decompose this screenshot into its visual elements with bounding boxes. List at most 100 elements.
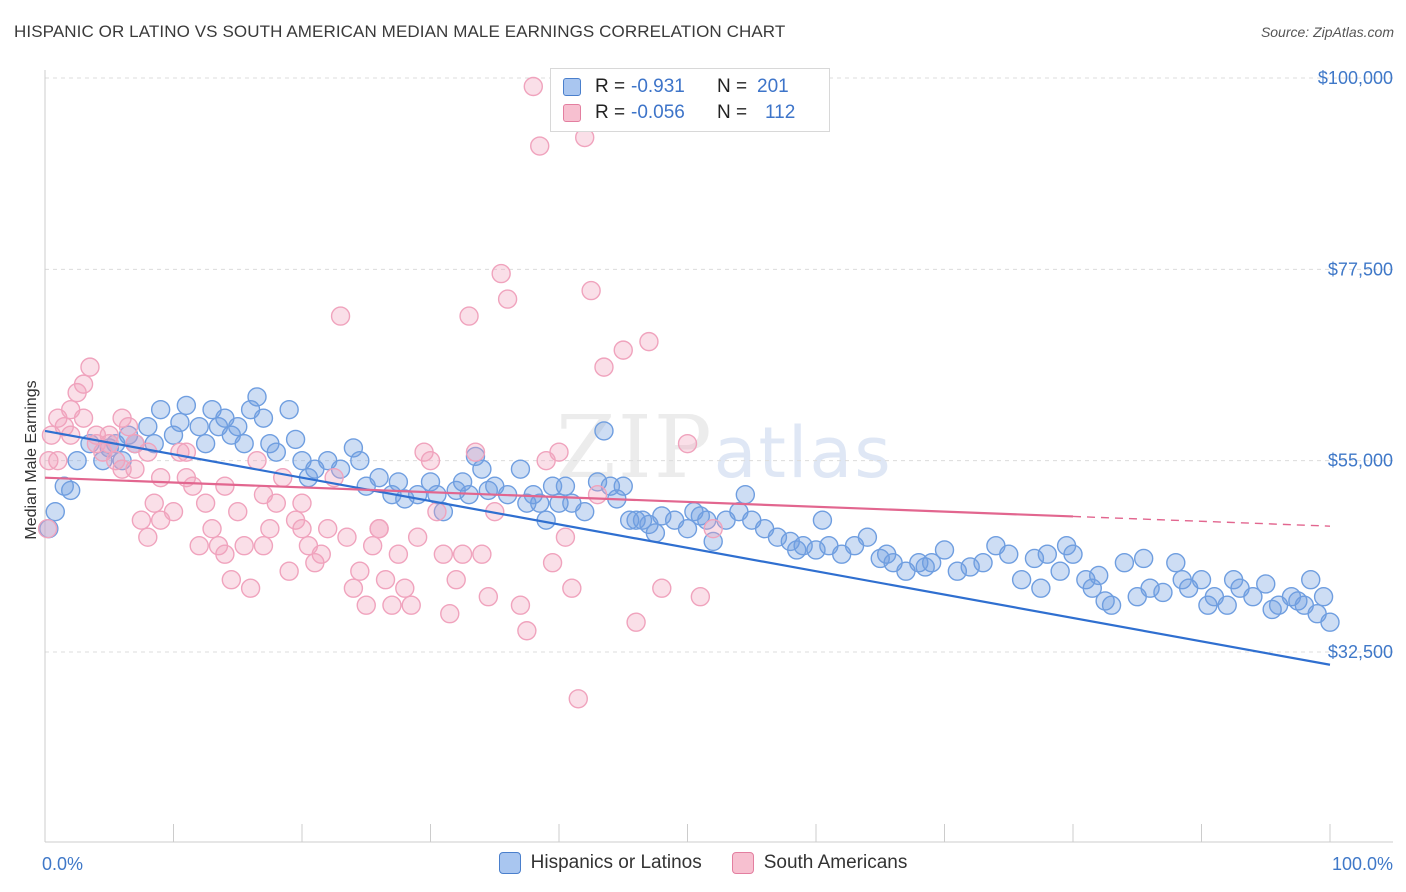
south-american-point	[253, 536, 274, 556]
x-tick-label: 100.0%	[1332, 854, 1393, 874]
south-american-point	[581, 280, 601, 301]
chart-title: HISPANIC OR LATINO VS SOUTH AMERICAN MED…	[14, 22, 786, 41]
legend-row-hispanic: R = -0.931 N = 201	[563, 75, 789, 99]
south-american-point	[311, 544, 331, 564]
hispanic-point	[1050, 561, 1070, 581]
south-american-point	[202, 518, 222, 539]
south-american-point	[144, 493, 164, 513]
hispanic-point	[973, 553, 993, 573]
south-american-point	[215, 476, 235, 496]
hispanic-point	[1153, 582, 1173, 603]
south-american-point	[465, 442, 486, 462]
hispanic-point	[279, 399, 299, 420]
hispanic-point	[1191, 570, 1212, 590]
hispanic-point	[1313, 587, 1334, 607]
hispanic-point	[1320, 612, 1340, 632]
south-american-point	[549, 442, 569, 462]
y-axis-label: Median Male Earnings	[23, 380, 40, 539]
south-american-point	[234, 536, 254, 556]
south-american-point	[138, 442, 158, 462]
south-american-point	[497, 289, 518, 309]
hispanic-point	[999, 544, 1019, 564]
legend-n-value: 201	[757, 76, 789, 97]
south-american-point	[37, 518, 58, 539]
hispanic-point	[67, 450, 87, 471]
south-american-point	[375, 570, 396, 590]
south-american-point	[48, 450, 68, 471]
south-american-point	[594, 357, 614, 377]
south-american-point	[677, 433, 698, 454]
hispanic-point	[189, 416, 209, 437]
hispanic-point	[1037, 544, 1058, 564]
south-american-trend-line-dashed	[1072, 515, 1331, 527]
x-tick-label: 0.0%	[42, 854, 83, 874]
south-american-point	[330, 306, 351, 326]
hispanic-point	[253, 408, 274, 428]
legend-r-value: -0.056	[631, 102, 685, 123]
south-american-point	[215, 544, 235, 564]
hispanic-point	[60, 480, 81, 501]
series-legend: Hispanics or Latinos South Americans	[0, 852, 1406, 874]
south-american-point	[356, 595, 376, 615]
hispanic-point	[594, 421, 614, 441]
south-american-point	[138, 527, 158, 547]
south-american-point	[189, 536, 209, 556]
hispanic-point	[575, 501, 595, 522]
south-american-point	[112, 408, 132, 428]
legend-r-label: R =	[595, 76, 626, 97]
south-american-point	[472, 544, 492, 564]
south-american-point	[195, 493, 216, 513]
south-american-point	[510, 595, 531, 615]
legend-swatch-south-american	[563, 104, 581, 122]
south-american-point	[478, 587, 499, 607]
south-american-point	[150, 467, 171, 488]
legend-label-south-american: South Americans	[763, 852, 908, 873]
legend-r-value: -0.931	[631, 76, 685, 97]
south-american-point	[150, 510, 171, 530]
legend-item-hispanic[interactable]: Hispanics or Latinos	[498, 852, 702, 874]
south-american-point	[407, 527, 428, 547]
south-american-point	[292, 493, 312, 513]
hispanic-point	[735, 484, 756, 505]
hispanic-point	[1243, 587, 1263, 607]
hispanic-point	[1114, 553, 1135, 573]
south-american-point	[452, 544, 473, 564]
south-american-point	[420, 450, 441, 471]
watermark-zip: ZIP	[556, 398, 714, 498]
legend-item-south-american[interactable]: South Americans	[731, 852, 908, 874]
south-american-point	[73, 408, 94, 428]
south-american-point	[362, 536, 383, 556]
hispanic-point	[857, 527, 878, 547]
south-american-point	[517, 621, 537, 641]
south-american-point	[292, 518, 312, 539]
south-american-point	[562, 578, 582, 598]
hispanic-point	[1166, 553, 1186, 573]
hispanic-point	[150, 399, 171, 420]
hispanic-point	[266, 442, 286, 462]
hispanic-point	[1133, 548, 1154, 569]
hispanic-trend-line	[44, 429, 1331, 666]
correlation-legend: R = -0.931 N = 201 R = -0.056 N = 112	[550, 68, 830, 132]
south-american-point	[253, 484, 274, 505]
source-credit: Source: ZipAtlas.com	[1260, 24, 1394, 40]
hispanic-point	[247, 387, 267, 407]
south-american-point	[131, 510, 152, 530]
south-american-trend-line	[44, 476, 1074, 518]
hispanic-point	[228, 416, 248, 437]
south-american-point	[555, 527, 576, 547]
south-american-point	[221, 570, 242, 590]
south-american-point	[491, 263, 511, 284]
hispanic-point	[176, 395, 197, 416]
hispanic-point	[170, 412, 190, 433]
south-american-point	[652, 578, 672, 598]
south-american-point	[260, 518, 280, 539]
south-american-point	[279, 561, 299, 581]
hispanic-point	[530, 493, 550, 513]
legend-row-south-american: R = -0.056 N = 112	[563, 101, 795, 125]
south-american-point	[369, 518, 389, 539]
south-american-point	[395, 578, 415, 598]
south-american-point	[703, 518, 723, 539]
legend-n-label: N =	[717, 102, 748, 123]
hispanic-point	[1031, 578, 1051, 598]
hispanic-point	[1063, 544, 1083, 564]
